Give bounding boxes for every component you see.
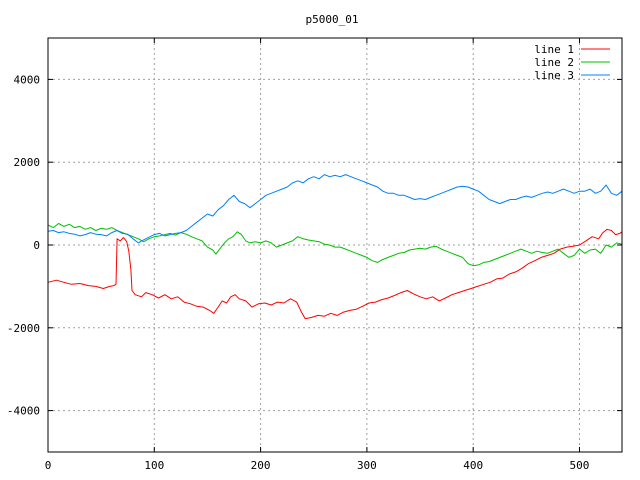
y-tick-label: -2000 (7, 322, 40, 335)
series-line-2 (47, 223, 623, 267)
legend-label: line 2 (534, 56, 574, 69)
y-tick-label: 2000 (14, 156, 41, 169)
y-tick-label: 0 (33, 239, 40, 252)
x-tick-label: 100 (144, 459, 164, 472)
legend-label: line 3 (534, 69, 574, 82)
axis-ticks: 0 100 200 300 400 500 -4000 -2000 0 2000 4000 (7, 38, 622, 472)
y-tick-label: 4000 (14, 73, 41, 86)
x-tick-label: 200 (251, 459, 271, 472)
series-line-3 (47, 174, 623, 244)
x-tick-label: 500 (570, 459, 590, 472)
y-tick-label: -4000 (7, 405, 40, 418)
chart-title: p5000_01 (306, 13, 359, 26)
x-tick-label: 0 (45, 459, 52, 472)
legend-label: line 1 (534, 43, 574, 56)
x-tick-label: 300 (357, 459, 377, 472)
x-tick-label: 400 (463, 459, 483, 472)
grid-lines (48, 38, 622, 452)
series-line-1 (47, 228, 623, 320)
plot-area (47, 174, 623, 320)
